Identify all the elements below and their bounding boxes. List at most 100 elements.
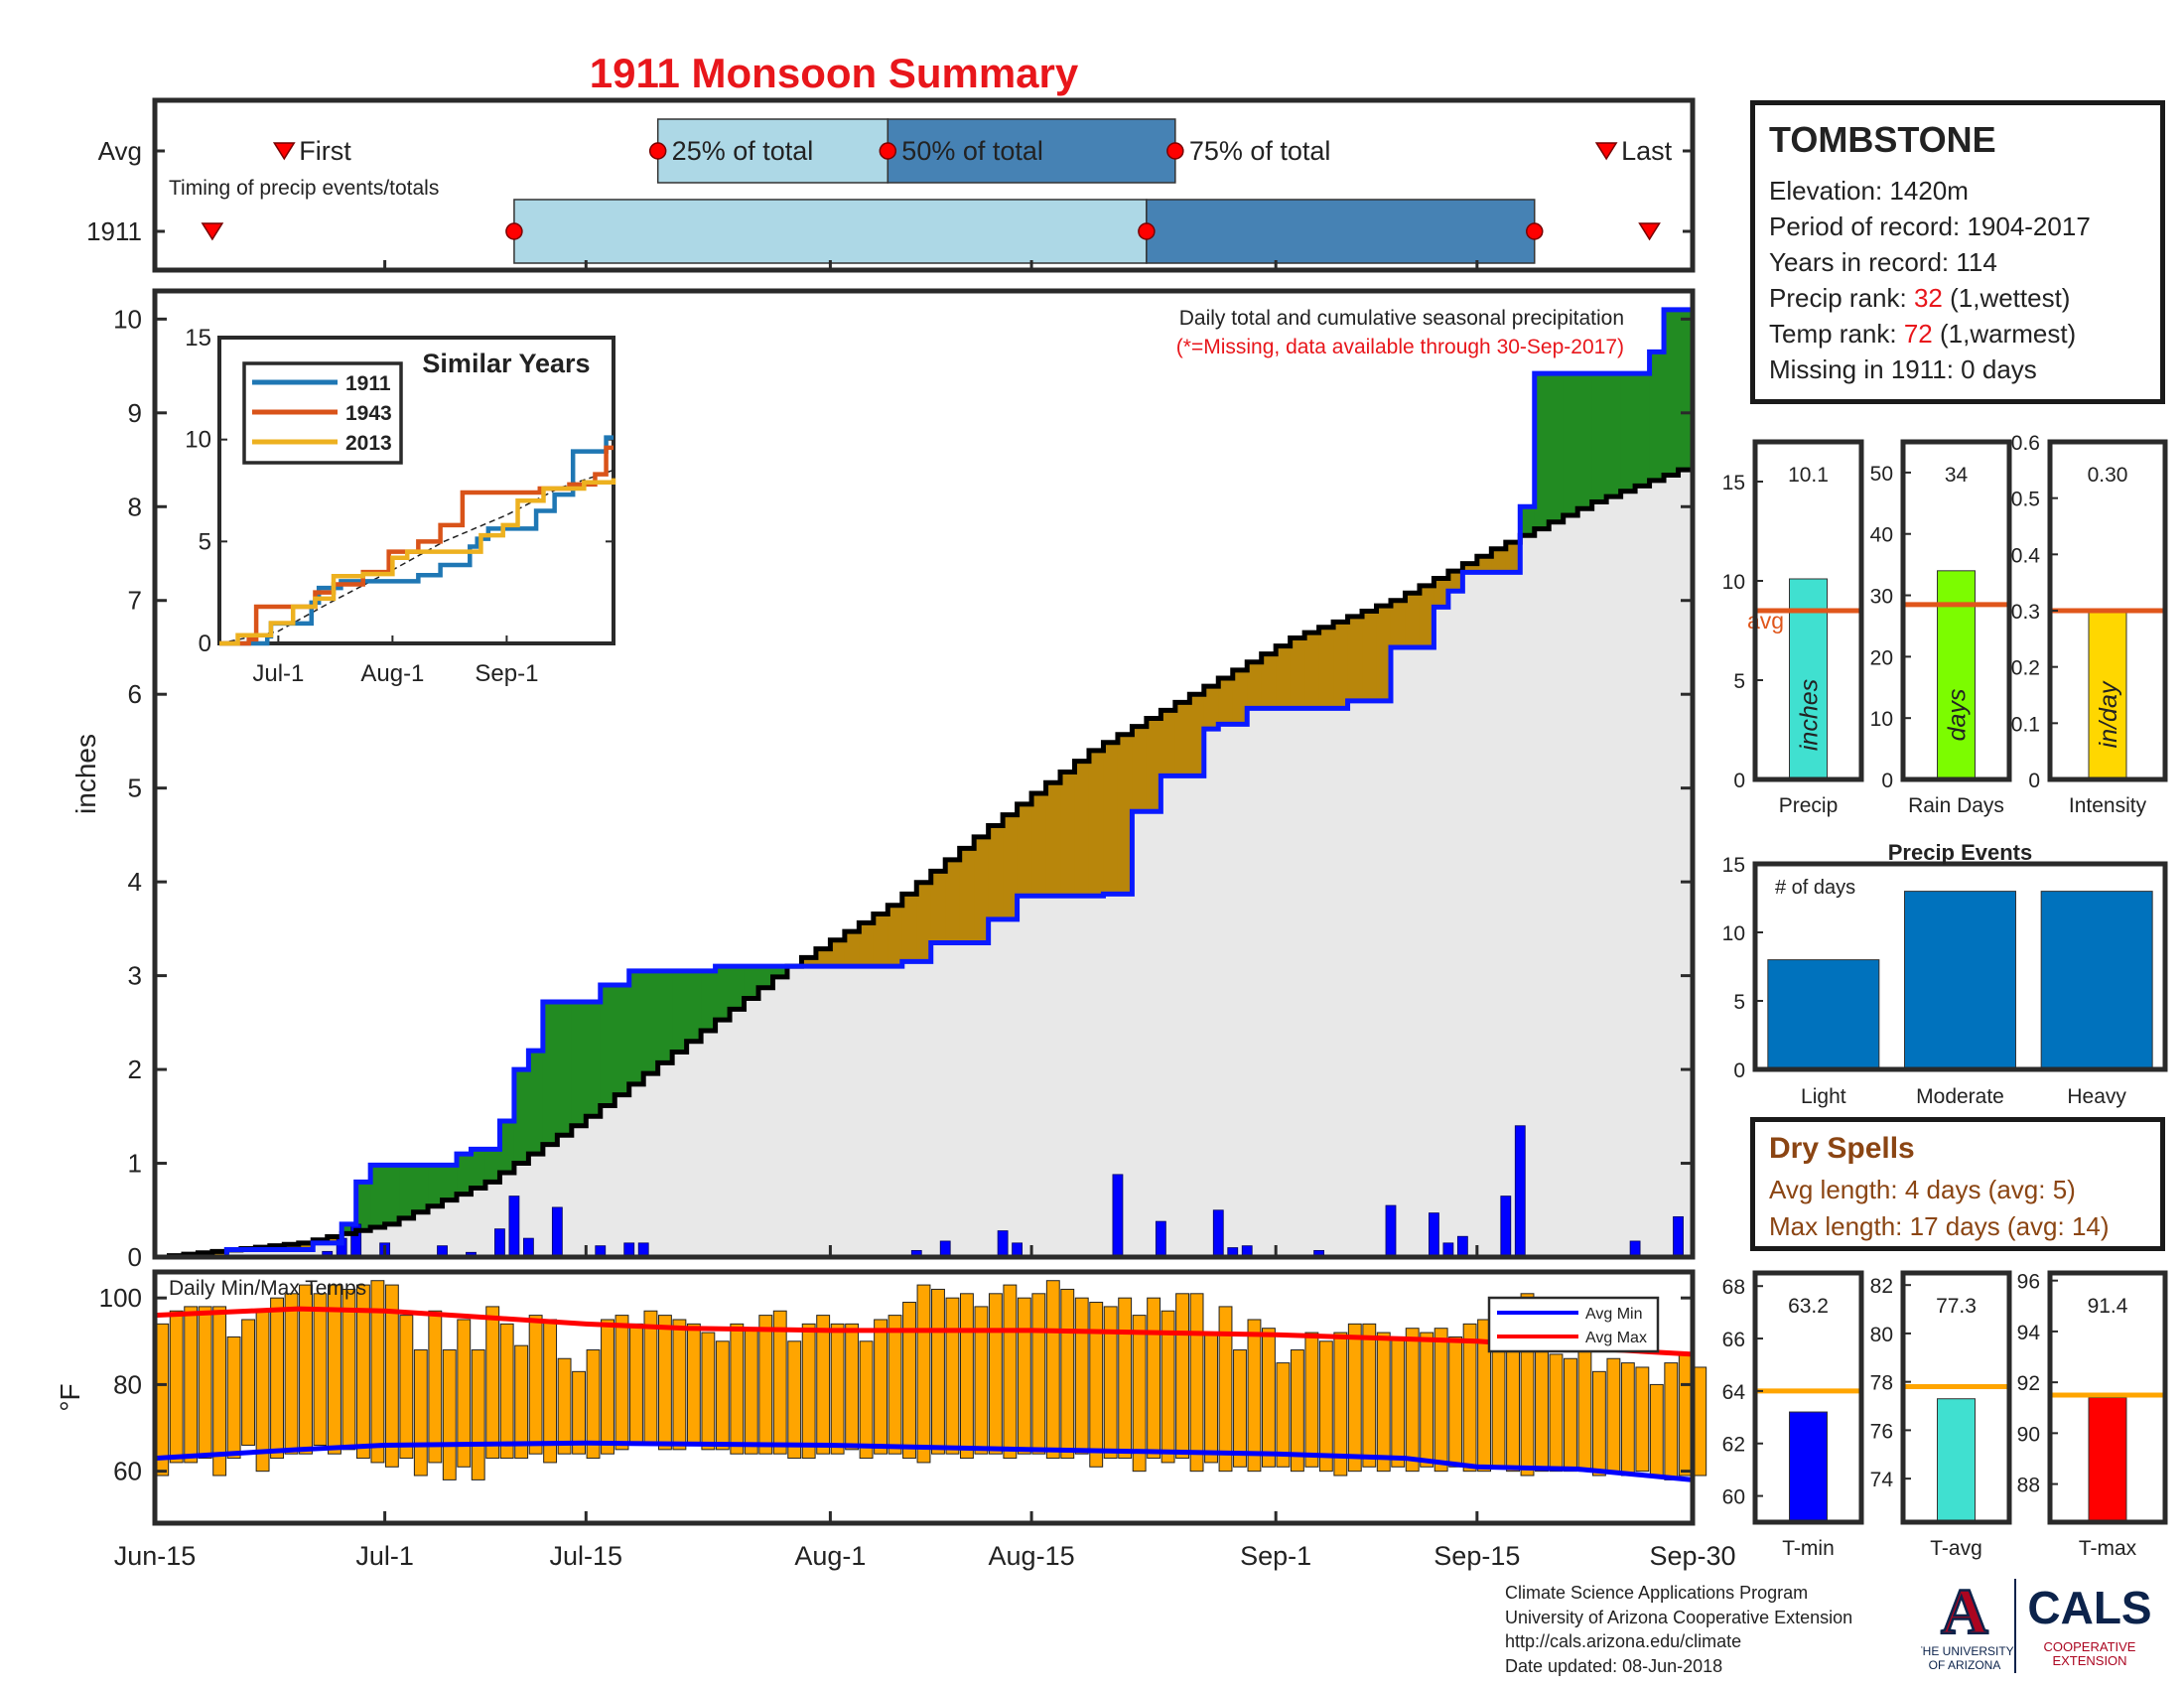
wetter-than-average-fill	[672, 970, 688, 1053]
temp-avg-value-bar	[1937, 1398, 1976, 1523]
precip-ytick-label: 0	[1733, 770, 1745, 792]
drier-than-average-fill	[1304, 633, 1320, 709]
date-axis-label: Jul-1	[355, 1541, 414, 1571]
intensity-ytick-label: 0.6	[2011, 432, 2040, 455]
daily-temp-bar	[1693, 1366, 1707, 1477]
precip-events-category-moderate: Moderate	[1916, 1085, 2004, 1108]
daily-temp-bar	[988, 1293, 1003, 1455]
drier-than-average-fill	[930, 871, 946, 943]
cumulative-ytick-label: 7	[128, 586, 142, 616]
drier-than-average-fill	[1045, 782, 1061, 897]
temps-legend-label-min: Avg Min	[1585, 1306, 1643, 1323]
daily-temp-bar	[845, 1323, 860, 1451]
daily-temp-bar	[1147, 1297, 1161, 1460]
temp-min-ytick-label: 62	[1722, 1434, 1745, 1457]
temps-title: Daily Min/Max Temps	[169, 1277, 366, 1300]
daily-temp-bar	[1477, 1319, 1492, 1473]
drier-than-average-fill	[1476, 556, 1492, 573]
daily-temp-bar	[226, 1336, 241, 1460]
drier-than-average-fill	[1447, 571, 1463, 592]
cumulative-ytick-label: 3	[128, 961, 142, 991]
avg-min-line	[154, 1440, 1694, 1482]
similar-series-2013	[219, 478, 616, 646]
daily-temp-bar	[1491, 1336, 1506, 1468]
wetter-than-average-fill	[614, 985, 630, 1095]
timing-avg-marker-p75	[1166, 142, 1184, 160]
daily-temp-bar	[198, 1306, 212, 1460]
daily-precip-bar	[1155, 1220, 1166, 1258]
temps-ytick-label: 80	[113, 1369, 142, 1399]
wetter-than-average-fill	[628, 970, 644, 1084]
drier-than-average-fill	[211, 1251, 227, 1257]
temp-avg-panel-frame	[1900, 1270, 2012, 1525]
drier-than-average-fill	[1419, 585, 1435, 647]
period-label: Period of record:	[1769, 211, 1968, 241]
raindays-category-label: Rain Days	[1908, 794, 2004, 817]
years-line: Years in record: 114	[1769, 244, 2146, 280]
wetter-than-average-fill	[686, 970, 702, 1042]
daily-precip-bar	[1429, 1212, 1439, 1258]
precip-rank-label: Precip rank:	[1769, 283, 1914, 313]
drier-than-average-fill	[1505, 542, 1521, 573]
daily-temp-bar	[169, 1310, 184, 1464]
temp-min-panel-frame	[1752, 1270, 1864, 1525]
daily-temp-bar	[1591, 1370, 1606, 1477]
wetter-than-average-fill	[341, 1223, 357, 1234]
wetter-than-average-fill	[1620, 373, 1636, 492]
daily-temp-bar	[485, 1306, 500, 1460]
drier-than-average-fill	[844, 931, 860, 967]
daily-temp-bar	[1276, 1362, 1291, 1468]
drier-than-average-fill	[1031, 793, 1047, 897]
drier-than-average-fill	[1290, 637, 1305, 709]
temp-min-value-bar	[1789, 1411, 1828, 1523]
daily-temp-bar	[643, 1310, 658, 1446]
wetter-than-average-fill	[758, 966, 774, 988]
wetter-than-average-fill	[513, 1069, 529, 1164]
daily-temp-bar	[370, 1280, 385, 1464]
daily-temp-bar	[1233, 1349, 1247, 1468]
logo-coop-line-1: COOPERATIVE	[2044, 1639, 2136, 1654]
wetter-than-average-fill	[1520, 506, 1536, 536]
temp-avg-category-label: T-avg	[1930, 1537, 1982, 1560]
daily-temp-bar	[974, 1306, 989, 1455]
daily-temp-bar	[959, 1293, 974, 1460]
daily-temp-bar	[528, 1315, 543, 1455]
drier-than-average-fill	[1405, 593, 1421, 647]
cumulative-ytick-label: 10	[113, 304, 142, 334]
precip-category-label: Precip	[1779, 794, 1839, 817]
station-info-box: TOMBSTONE Elevation: 1420m Period of rec…	[1750, 100, 2165, 404]
timing-1911-box-25-50	[513, 199, 1148, 264]
wetter-than-average-fill	[442, 1165, 458, 1200]
wetter-than-average-fill	[370, 1165, 386, 1228]
temp-max-ytick-label: 94	[2017, 1322, 2041, 1344]
drier-than-average-fill	[901, 894, 917, 962]
drier-than-average-fill	[1189, 694, 1205, 776]
daily-temp-bar	[299, 1284, 313, 1455]
credits-line-2: University of Arizona Cooperative Extens…	[1505, 1607, 1853, 1627]
daily-temp-bar	[1577, 1344, 1592, 1473]
daily-temp-bar	[902, 1302, 916, 1460]
raindays-unit-label: days	[1944, 689, 1972, 742]
daily-temp-bar	[1678, 1353, 1693, 1477]
similar-ytick-label: 15	[185, 325, 211, 352]
drier-than-average-fill	[916, 882, 932, 962]
cumulative-ytick-label: 0	[128, 1242, 142, 1272]
drier-than-average-fill	[1017, 803, 1032, 897]
daily-temp-bar	[1549, 1353, 1564, 1473]
timing-label-50: 50% of total	[901, 136, 1043, 166]
intensity-value-label: 0.30	[2088, 464, 2128, 487]
drier-than-average-fill	[1232, 669, 1248, 725]
daily-temp-bar	[1189, 1293, 1204, 1473]
drier-than-average-fill	[1261, 653, 1277, 709]
precip-value-label: 10.1	[1788, 464, 1829, 487]
timing-1911-marker-p50	[1138, 222, 1156, 240]
raindays-ytick-label: 50	[1870, 463, 1893, 486]
credits-line-1: Climate Science Applications Program	[1505, 1583, 1809, 1603]
daily-temp-bar	[601, 1319, 614, 1455]
intensity-ytick-label: 0.1	[2011, 713, 2040, 736]
daily-temp-bar	[1606, 1357, 1621, 1473]
temp-max-ytick-label: 90	[2017, 1423, 2040, 1446]
daily-temp-bar	[557, 1357, 572, 1455]
intensity-ytick-label: 0.3	[2011, 601, 2040, 624]
wetter-than-average-fill	[643, 970, 659, 1074]
